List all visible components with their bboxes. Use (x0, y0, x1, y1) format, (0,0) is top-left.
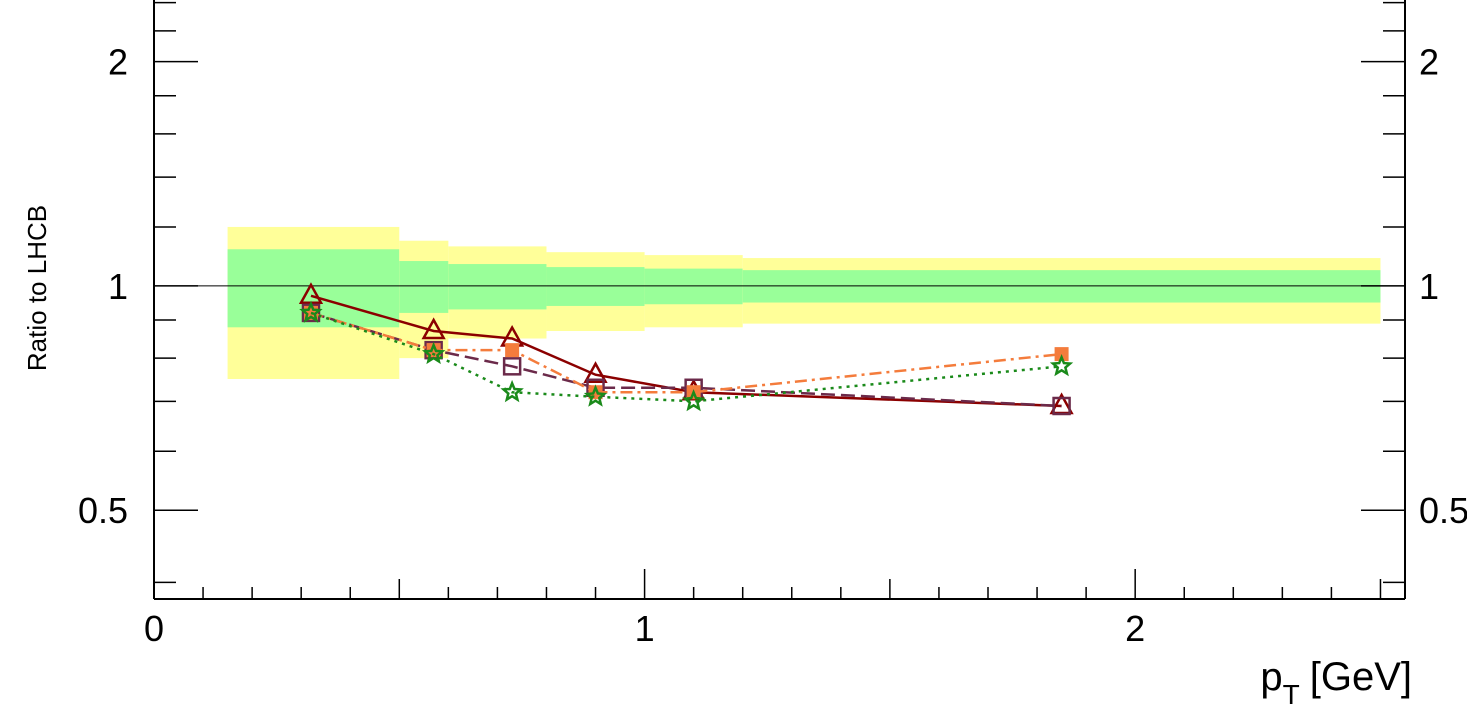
y-tick-label: 1 (108, 266, 128, 307)
data-point (500, 379, 524, 403)
series-line (310, 311, 1062, 394)
series-line (310, 294, 1062, 408)
y-tick-label: 0.5 (78, 490, 128, 531)
x-tick-label: 1 (635, 608, 655, 649)
y-tick-label-right: 2 (1419, 42, 1439, 83)
inner-band-bin (448, 264, 547, 310)
data-point (1049, 353, 1074, 377)
data-point (426, 343, 441, 358)
axis-ticks (153, 1, 1405, 599)
x-tick-label: 0 (144, 608, 164, 649)
tick-labels: 0.5 0.5 1 1 2 2 0 1 2 (78, 42, 1467, 649)
data-point (421, 341, 446, 365)
y-tick-label-right: 0.5 (1419, 490, 1467, 531)
y-axis-title: Ratio to LHCB (22, 205, 52, 371)
data-point (299, 300, 323, 323)
data-point (681, 388, 706, 412)
x-axis-title-subscript: T (1283, 679, 1300, 710)
inner-band-bin (399, 261, 449, 313)
series-triangle (298, 282, 1074, 415)
x-tick-label: 2 (1125, 608, 1145, 649)
data-point (1052, 396, 1071, 416)
inner-band-bin (546, 267, 645, 306)
data-point (502, 357, 522, 376)
y-tick-label: 2 (108, 42, 128, 83)
series-line (310, 311, 1062, 403)
x-axis-title-unit: [GeV] (1310, 655, 1412, 699)
y-tick-label-right: 1 (1419, 266, 1439, 307)
data-point (583, 384, 608, 407)
data-point (583, 361, 608, 383)
series-star (299, 300, 1074, 412)
x-axis-title: pT [GeV] (1260, 655, 1412, 710)
series-layer (298, 282, 1074, 416)
data-point (421, 317, 446, 340)
data-point (505, 343, 520, 358)
uncertainty-bands (227, 226, 1381, 380)
x-axis-title-symbol: p (1260, 655, 1282, 699)
